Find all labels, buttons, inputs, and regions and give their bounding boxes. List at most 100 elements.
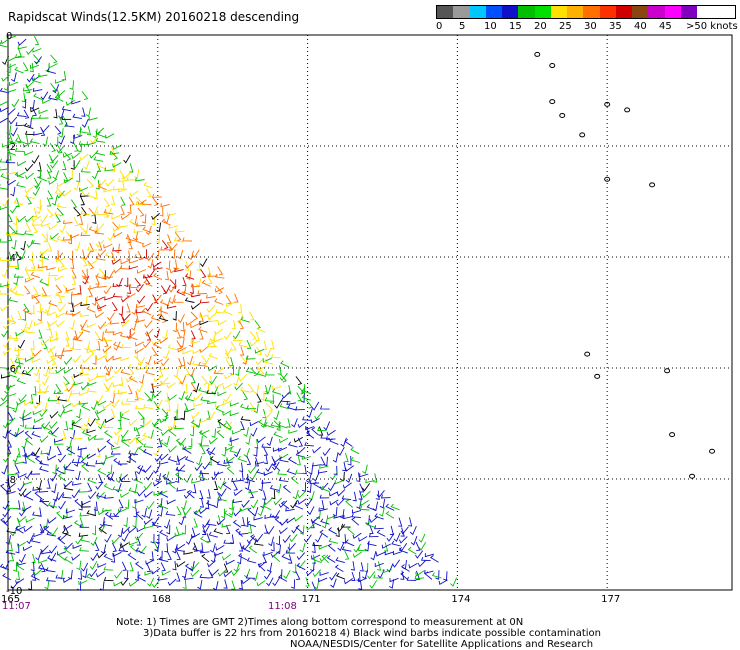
wind-barb: [126, 234, 132, 244]
wind-barb: [119, 542, 129, 549]
wind-barb: [312, 519, 322, 527]
wind-barb: [417, 559, 427, 568]
wind-barb: [94, 229, 105, 235]
wind-barb: [216, 460, 227, 467]
wind-barb: [384, 551, 394, 556]
wind-barb: [401, 564, 410, 572]
wind-barb: [45, 567, 56, 573]
x-tick-label: 171: [302, 594, 321, 605]
wind-barb: [142, 432, 153, 439]
wind-barb: [249, 421, 259, 427]
wind-barb: [58, 500, 66, 510]
wind-barb: [300, 393, 305, 403]
wind-barb: [47, 455, 57, 461]
wind-barb: [249, 331, 257, 340]
wind-barb: [304, 441, 314, 447]
wind-barb: [79, 523, 90, 528]
wind-barb: [61, 493, 72, 499]
wind-barb: [362, 483, 371, 492]
wind-barb: [5, 159, 16, 164]
wind-barb: [120, 205, 125, 215]
wind-barb: [181, 284, 187, 295]
wind-barb: [146, 509, 153, 519]
wind-barb: [24, 328, 35, 334]
wind-barb: [256, 468, 266, 475]
wind-barb: [244, 517, 249, 527]
wind-barb: [143, 279, 153, 287]
y-tick-label: -4: [6, 253, 16, 264]
wind-barb: [199, 313, 209, 318]
wind-barb: [341, 495, 352, 501]
wind-barb: [81, 453, 91, 461]
wind-barb: [323, 456, 328, 467]
wind-barb: [38, 73, 48, 78]
wind-barb: [96, 491, 105, 500]
wind-barb: [182, 237, 192, 242]
wind-barb: [239, 507, 249, 512]
wind-barb: [41, 376, 50, 386]
wind-barb: [238, 320, 245, 330]
wind-barb: [97, 131, 107, 139]
wind-barb: [71, 375, 76, 385]
wind-barb: [217, 569, 227, 577]
wind-barb: [164, 392, 169, 402]
wind-barb: [41, 402, 48, 412]
wind-barb: [80, 536, 90, 543]
wind-barb: [135, 561, 144, 570]
wind-barb: [24, 470, 33, 480]
wind-barb: [92, 355, 97, 365]
wind-barb: [336, 498, 345, 507]
wind-barb: [26, 320, 33, 330]
wind-barb: [215, 403, 225, 408]
wind-barb: [240, 420, 245, 431]
wind-barb: [418, 541, 427, 551]
wind-barb: [36, 199, 41, 210]
wind-barb: [10, 527, 18, 537]
wind-barb: [134, 348, 144, 354]
wind-barb: [7, 56, 17, 62]
wind-barb: [223, 393, 232, 403]
wind-barb: [72, 160, 81, 169]
wind-barb: [350, 446, 360, 455]
wind-barb: [7, 213, 13, 223]
wind-barb: [153, 294, 162, 303]
wind-barb: [155, 534, 160, 544]
wind-barb: [211, 471, 220, 481]
wind-barb: [0, 364, 8, 369]
wind-barb: [48, 369, 58, 374]
wind-barb: [319, 494, 330, 499]
wind-barb: [71, 275, 77, 285]
wind-barb: [310, 418, 320, 424]
wind-barb: [139, 374, 145, 384]
wind-barb: [58, 128, 64, 138]
wind-barb: [14, 260, 19, 270]
wind-barb: [290, 579, 296, 589]
y-tick-label: 0: [6, 31, 12, 42]
wind-barb: [137, 207, 145, 217]
wind-barb: [103, 566, 114, 571]
wind-barb: [369, 516, 379, 524]
wind-barb: [38, 564, 48, 571]
wind-barb: [197, 579, 203, 590]
wind-barb: [126, 397, 136, 403]
wind-barb: [66, 446, 76, 455]
wind-barb: [5, 231, 16, 236]
wind-barb: [104, 533, 112, 543]
wind-barb: [240, 516, 245, 527]
wind-barb: [22, 545, 33, 552]
wind-barb: [71, 481, 82, 486]
wind-barb: [157, 498, 163, 508]
wind-barb: [109, 150, 120, 155]
wind-barb: [258, 481, 264, 492]
wind-barb: [37, 264, 48, 269]
wind-barb: [137, 357, 145, 367]
wind-barb: [176, 543, 186, 551]
wind-barb: [102, 507, 112, 512]
wind-barb: [201, 355, 208, 365]
wind-barb: [245, 368, 256, 374]
wind-barb: [250, 534, 259, 543]
wind-barb: [253, 540, 264, 546]
wind-barb: [105, 355, 115, 363]
wind-barb: [86, 453, 97, 460]
wind-barb: [80, 302, 90, 307]
